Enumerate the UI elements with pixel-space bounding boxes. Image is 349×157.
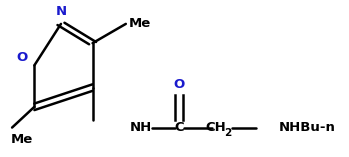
Text: CH: CH <box>205 121 226 134</box>
Text: NHBu-n: NHBu-n <box>279 121 336 134</box>
Text: Me: Me <box>128 17 151 30</box>
Text: O: O <box>173 78 185 91</box>
Text: N: N <box>55 5 67 18</box>
Text: 2: 2 <box>225 128 232 138</box>
Text: Me: Me <box>10 133 33 146</box>
Text: O: O <box>16 51 28 64</box>
Text: C: C <box>174 121 184 134</box>
Text: NH: NH <box>130 121 152 134</box>
